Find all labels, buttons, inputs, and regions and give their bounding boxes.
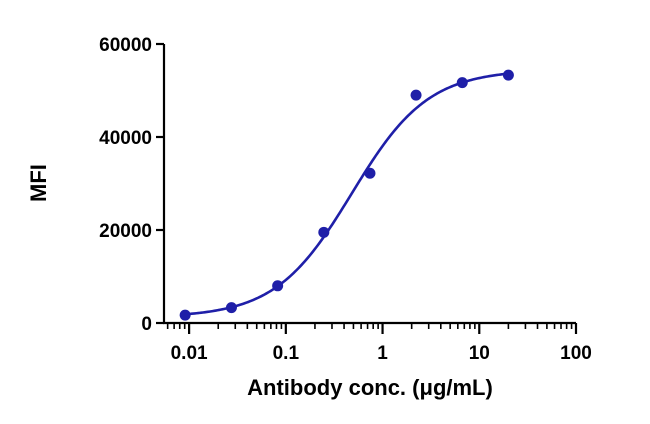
x-tick-label: 1 — [377, 343, 388, 364]
y-tick-label: 20000 — [99, 221, 152, 242]
data-point — [318, 226, 330, 238]
plot-area — [179, 69, 514, 321]
y-tick-label: 60000 — [99, 35, 152, 56]
x-tick-label: 100 — [560, 343, 592, 364]
x-axis-title: Antibody conc. (μg/mL) — [247, 375, 493, 400]
data-point — [456, 77, 468, 89]
y-axis-title: MFI — [26, 164, 51, 202]
fit-curve — [185, 72, 509, 316]
y-tick-label: 0 — [141, 314, 152, 335]
x-axis: 0.01 0.1 1 10 100 — [163, 321, 592, 364]
x-tick-label: 0.01 — [171, 343, 208, 364]
data-point — [502, 69, 514, 81]
y-tick-label: 40000 — [99, 128, 152, 149]
x-tick-label: 0.1 — [273, 343, 300, 364]
data-point — [179, 309, 191, 321]
data-point — [225, 302, 237, 314]
x-tick-label: 10 — [469, 343, 490, 364]
y-axis: 0 20000 40000 60000 — [99, 35, 166, 335]
data-point — [410, 89, 422, 101]
data-point — [272, 280, 284, 292]
data-point — [364, 167, 376, 179]
